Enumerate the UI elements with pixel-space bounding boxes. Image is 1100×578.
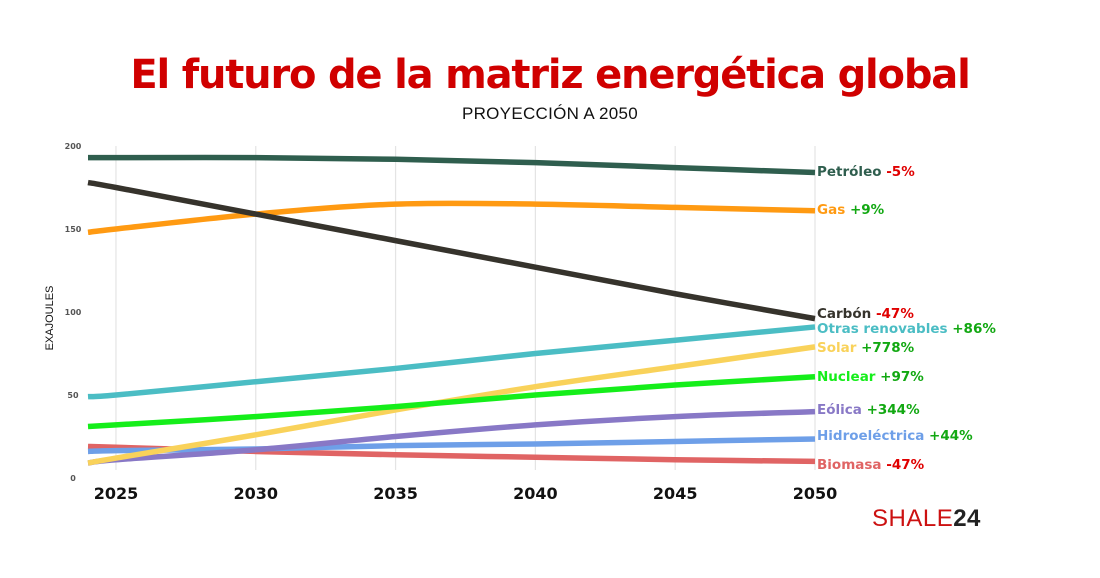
series-label-carbon: Carbón -47%: [817, 306, 914, 322]
y-tick-label: 100: [65, 308, 82, 317]
series-line-petroleo: [88, 154, 816, 176]
series-change: +778%: [861, 340, 914, 356]
series-change: -47%: [886, 457, 924, 473]
series-lines: [87, 154, 816, 466]
series-label-otras-renovables: Otras renovables +86%: [817, 321, 996, 337]
y-tick-label: 200: [65, 142, 82, 151]
series-line-gas: [87, 200, 816, 236]
series-label-petroleo: Petróleo -5%: [817, 164, 915, 180]
series-label-gas: Gas +9%: [817, 202, 885, 218]
x-tick-label: 2040: [513, 484, 558, 503]
series-name: Biomasa: [817, 457, 886, 473]
series-line-nuclear: [87, 373, 816, 430]
x-tick-label: 2045: [653, 484, 698, 503]
series-name: Otras renovables: [817, 321, 952, 337]
chart-subtitle: PROYECCIÓN A 2050: [461, 104, 639, 123]
series-change: +44%: [929, 428, 973, 444]
series-name: Carbón: [817, 306, 876, 322]
series-labels: Petróleo -5%Gas +9%Carbón -47%Otras reno…: [817, 164, 996, 473]
series-change: +97%: [880, 369, 924, 385]
y-tick-label: 0: [70, 474, 76, 483]
series-label-biomasa: Biomasa -47%: [817, 457, 925, 473]
series-name: Solar: [817, 340, 861, 356]
x-tick-label: 2025: [94, 484, 139, 503]
series-change: +344%: [867, 402, 920, 418]
series-label-eolica: Eólica +344%: [817, 402, 920, 418]
brand-logo-part2: 24: [953, 505, 981, 532]
series-label-nuclear: Nuclear +97%: [817, 369, 924, 385]
series-change: -5%: [886, 164, 915, 180]
x-tick-label: 2035: [373, 484, 418, 503]
series-line-carbon: [87, 179, 816, 322]
y-tick-label: 50: [67, 391, 79, 400]
y-axis-ticks: 0 50 100 150 200: [65, 142, 82, 483]
series-label-solar: Solar +778%: [817, 340, 915, 356]
brand-logo-part1: SHALE: [872, 505, 954, 532]
series-name: Nuclear: [817, 369, 880, 385]
series-name: Gas: [817, 202, 850, 218]
x-tick-label: 2050: [793, 484, 838, 503]
series-line-hidroelectrica: [87, 436, 816, 455]
series-name: Eólica: [817, 402, 867, 418]
series-line-eolica: [87, 408, 816, 466]
series-label-hidroelectrica: Hidroeléctrica +44%: [817, 428, 973, 444]
series-line-otras-renovables: [87, 324, 816, 400]
series-change: -47%: [876, 306, 914, 322]
chart-title: El futuro de la matriz energética global: [130, 52, 970, 98]
series-name: Petróleo: [817, 164, 886, 180]
brand-logo: SHALE24: [872, 505, 981, 533]
y-tick-label: 150: [65, 225, 82, 234]
x-tick-label: 2030: [234, 484, 279, 503]
x-axis-ticks: 2025 2030 2035 2040 2045 2050: [94, 484, 838, 503]
series-name: Hidroeléctrica: [817, 428, 929, 444]
series-change: +9%: [850, 202, 885, 218]
series-change: +86%: [952, 321, 996, 337]
